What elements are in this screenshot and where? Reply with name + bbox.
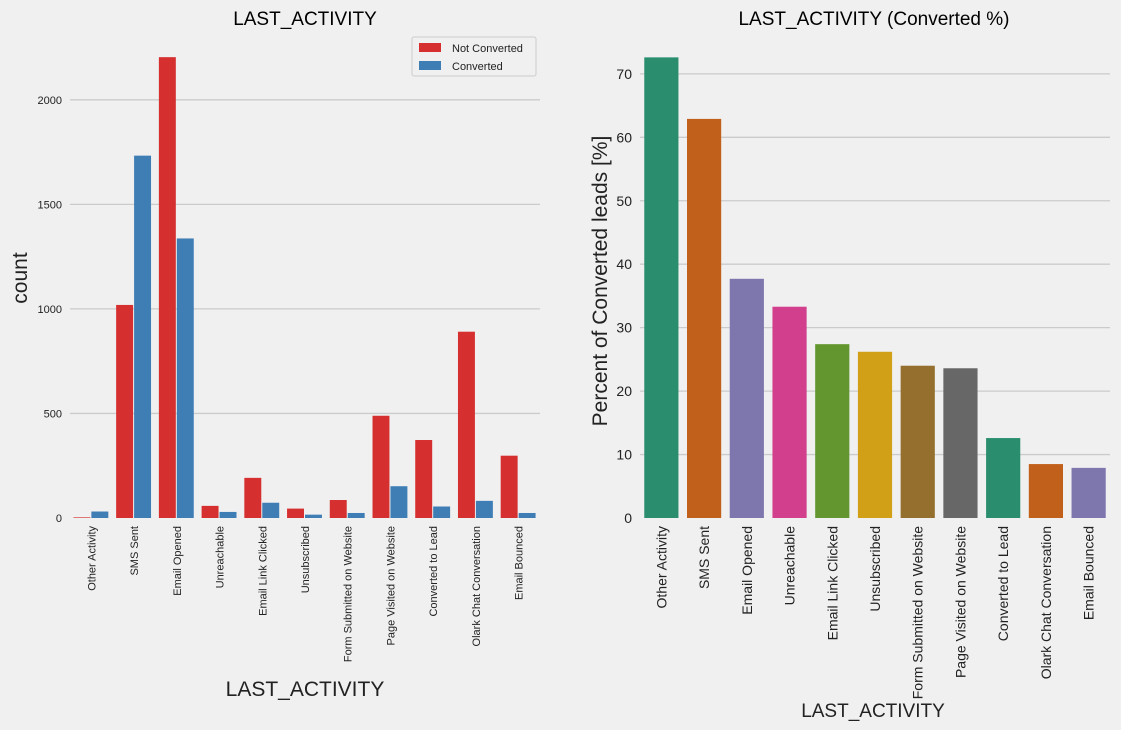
bar-converted-form-submitted-on-website [347, 512, 365, 518]
x-tick-label: SMS Sent [129, 526, 141, 576]
x-tick-label: Unreachable [782, 526, 798, 606]
bar-not-converted-unreachable [201, 505, 219, 518]
x-tick-label: Page Visited on Website [385, 526, 397, 645]
x-tick-label: Email Opened [172, 526, 184, 596]
x-tick-label: Form Submitted on Website [343, 526, 355, 662]
x-tick-label: Unsubscribed [867, 526, 883, 612]
bar-converted-email-link-clicked [262, 502, 280, 518]
y-tick-label: 50 [616, 193, 632, 209]
x-tick-label: Other Activity [86, 526, 98, 591]
y-tick-label: 70 [616, 66, 632, 82]
bars-right [644, 57, 1106, 519]
bar-not-converted-email-link-clicked [244, 477, 262, 518]
y-tick-label: 60 [616, 129, 632, 145]
x-tick-label: Unsubscribed [300, 526, 312, 593]
chart-title-right: LAST_ACTIVITY (Converted %) [738, 9, 1009, 30]
x-axis-label-left: LAST_ACTIVITY [226, 678, 385, 701]
bar-not-converted-olark-chat-conversation [457, 331, 475, 518]
legend-label-converted: Converted [452, 61, 503, 73]
bar-not-converted-form-submitted-on-website [329, 500, 347, 518]
bar-form-submitted-on-website [900, 365, 935, 518]
legend-swatch-not-converted [419, 43, 441, 52]
bar-converted-page-visited-on-website [390, 486, 408, 518]
bar-converted-olark-chat-conversation [475, 500, 493, 518]
legend-label-not-converted: Not Converted [452, 43, 523, 55]
y-tick-label: 10 [616, 447, 632, 463]
x-tick-label: Email Opened [739, 526, 755, 615]
x-tick-label: Olark Chat Conversation [471, 526, 483, 646]
y-tick-label: 40 [616, 256, 632, 272]
bar-converted-email-opened [176, 238, 194, 519]
bar-not-converted-sms-sent [116, 304, 134, 518]
y-tick-label: 0 [624, 510, 632, 526]
bar-unsubscribed [857, 351, 893, 518]
bar-not-converted-page-visited-on-website [372, 415, 390, 518]
y-ticks-right: 0 10 20 30 40 50 60 70 [616, 66, 632, 526]
bar-email-link-clicked [815, 344, 850, 518]
y-tick-label: 0 [56, 513, 62, 525]
bar-email-bounced [1071, 467, 1106, 518]
y-axis-label-left: count [9, 252, 32, 304]
x-tick-label: Converted to Lead [428, 526, 440, 617]
bar-email-opened [729, 278, 764, 518]
bar-not-converted-unsubscribed [287, 508, 304, 518]
y-ticks-left: 0 500 1000 1500 2000 [38, 95, 62, 525]
bar-converted-other-activity [91, 511, 109, 518]
y-tick-label: 2000 [38, 95, 62, 107]
x-tick-label: Email Link Clicked [824, 526, 840, 640]
y-axis-label-right: Percent of Converted leads [%] [589, 136, 612, 427]
bar-other-activity [644, 57, 679, 519]
bar-converted-converted-to-lead [433, 506, 451, 518]
chart-title-left: LAST_ACTIVITY [233, 9, 377, 30]
x-tick-label: Page Visited on Website [952, 526, 968, 678]
bars-left [73, 57, 536, 519]
x-tick-label: Converted to Lead [995, 526, 1011, 641]
converted-percent-chart: LAST_ACTIVITY (Converted %) 0 10 20 30 40 50 6… [589, 9, 1110, 722]
x-tick-label: Email Bounced [1081, 526, 1097, 620]
y-tick-label: 1500 [38, 199, 62, 211]
bar-not-converted-email-bounced [500, 455, 518, 518]
x-tick-label: Form Submitted on Website [910, 526, 926, 699]
bar-olark-chat-conversation [1028, 464, 1063, 518]
legend: Not Converted Converted [411, 36, 537, 77]
x-axis-label-right: LAST_ACTIVITY [801, 701, 945, 722]
x-tick-label: Email Link Clicked [257, 526, 269, 616]
legend-frame [411, 36, 537, 77]
legend-swatch-converted [419, 61, 441, 70]
x-tick-label: Unreachable [215, 526, 227, 588]
x-tick-label: SMS Sent [696, 526, 712, 589]
x-tick-label: Email Bounced [514, 526, 526, 600]
bar-converted-email-bounced [518, 512, 536, 518]
bar-not-converted-converted-to-lead [415, 440, 433, 518]
bar-unreachable [772, 306, 807, 518]
bar-converted-to-lead [986, 438, 1021, 518]
y-tick-label: 1000 [38, 304, 62, 316]
bar-converted-unsubscribed [305, 514, 322, 518]
bar-page-visited-on-website [943, 368, 978, 518]
bar-converted-sms-sent [134, 155, 152, 519]
y-tick-label: 30 [616, 320, 632, 336]
count-chart: LAST_ACTIVITY 0 500 1000 1500 2000 Other Act… [9, 9, 540, 701]
bar-sms-sent [687, 118, 722, 519]
y-tick-label: 500 [44, 408, 62, 420]
bar-converted-unreachable [219, 511, 237, 518]
x-ticks-left: Other Activity SMS Sent Email Opened Unreac… [86, 526, 525, 663]
bar-not-converted-other-activity [73, 517, 91, 518]
x-tick-label: Olark Chat Conversation [1038, 526, 1054, 679]
x-ticks-right: Other Activity SMS Sent Email Opened Unreac… [653, 526, 1096, 699]
x-tick-label: Other Activity [653, 526, 669, 608]
y-tick-label: 20 [616, 383, 632, 399]
bar-not-converted-email-opened [158, 57, 176, 518]
